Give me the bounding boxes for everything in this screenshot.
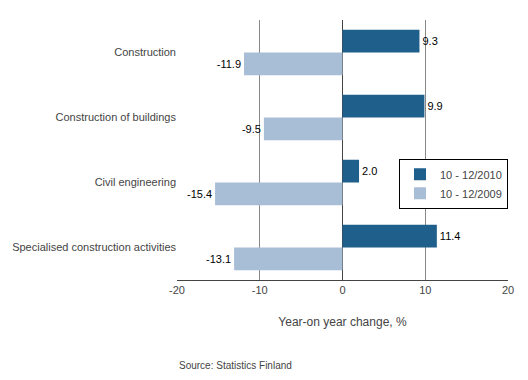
svg-text:-13.1: -13.1 <box>206 253 231 265</box>
svg-text:9.3: 9.3 <box>422 35 437 47</box>
svg-text:Source: Statistics Finland: Source: Statistics Finland <box>179 360 292 371</box>
svg-text:2.0: 2.0 <box>362 165 377 177</box>
svg-text:Construction: Construction <box>114 46 176 58</box>
svg-text:-15.4: -15.4 <box>187 188 212 200</box>
svg-text:Specialised construction activ: Specialised construction activities <box>12 241 176 253</box>
svg-text:11.4: 11.4 <box>440 230 461 242</box>
svg-text:10 - 12/2010: 10 - 12/2010 <box>440 169 502 181</box>
svg-text:-11.9: -11.9 <box>217 58 241 70</box>
svg-text:-9.5: -9.5 <box>242 123 261 135</box>
svg-text:Construction of buildings: Construction of buildings <box>56 111 177 123</box>
svg-text:-10: -10 <box>252 284 268 296</box>
svg-text:9.9: 9.9 <box>427 100 442 112</box>
svg-text:-20: -20 <box>169 284 185 296</box>
svg-text:10: 10 <box>419 284 431 296</box>
svg-text:Civil engineering: Civil engineering <box>95 176 176 188</box>
svg-text:Year-on year change, %: Year-on year change, % <box>278 315 407 329</box>
svg-text:10 - 12/2009: 10 - 12/2009 <box>440 188 502 200</box>
svg-text:20: 20 <box>502 284 514 296</box>
svg-text:0: 0 <box>339 284 345 296</box>
